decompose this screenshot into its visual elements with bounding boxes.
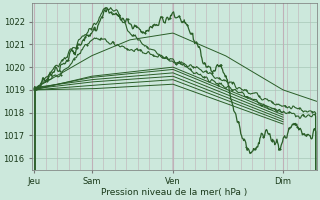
X-axis label: Pression niveau de la mer( hPa ): Pression niveau de la mer( hPa ): [101, 188, 247, 197]
